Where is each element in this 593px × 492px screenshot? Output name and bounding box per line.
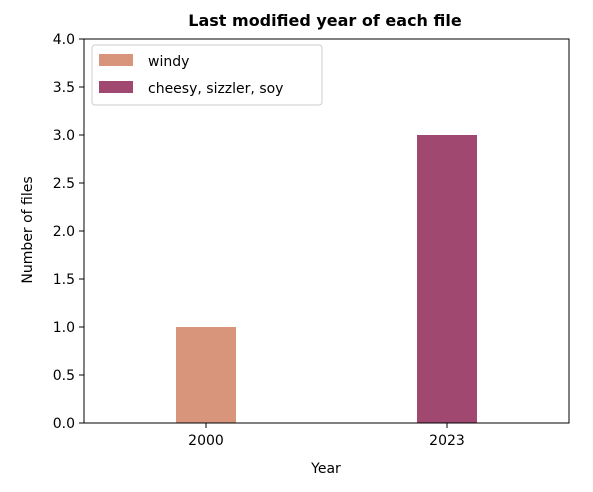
y-tick-label: 2.5 <box>53 176 75 192</box>
legend-swatch-windy <box>99 54 133 66</box>
y-tick-label: 3.5 <box>53 80 75 96</box>
y-tick-label: 0.0 <box>53 416 75 432</box>
y-axis-label: Number of files <box>20 176 36 283</box>
legend-label-cheesy-sizzler-soy: cheesy, sizzler, soy <box>148 81 283 97</box>
legend-label-windy: windy <box>148 54 189 70</box>
bar-2023 <box>417 135 477 423</box>
legend-swatch-cheesy-sizzler-soy <box>99 81 133 93</box>
y-tick-label: 4.0 <box>53 32 75 48</box>
x-axis-label: Year <box>310 461 341 477</box>
bar-2000 <box>176 327 236 423</box>
legend: windy cheesy, sizzler, soy <box>91 44 323 106</box>
bars-layer <box>176 135 477 423</box>
legend-box <box>91 44 323 106</box>
chart-title: Last modified year of each file <box>188 11 462 30</box>
plot-frame <box>83 38 570 424</box>
x-tick-label: 2000 <box>188 433 224 449</box>
x-tick-label: 2023 <box>429 433 465 449</box>
y-tick-label: 2.0 <box>53 224 75 240</box>
y-ticks: 0.0 0.5 1.0 1.5 2.0 2.5 3.0 3.5 4.0 <box>53 32 84 432</box>
x-ticks: 2000 2023 <box>188 423 465 449</box>
y-tick-label: 1.5 <box>53 272 75 288</box>
y-tick-label: 3.0 <box>53 128 75 144</box>
y-tick-label: 1.0 <box>53 320 75 336</box>
y-tick-label: 0.5 <box>53 368 75 384</box>
